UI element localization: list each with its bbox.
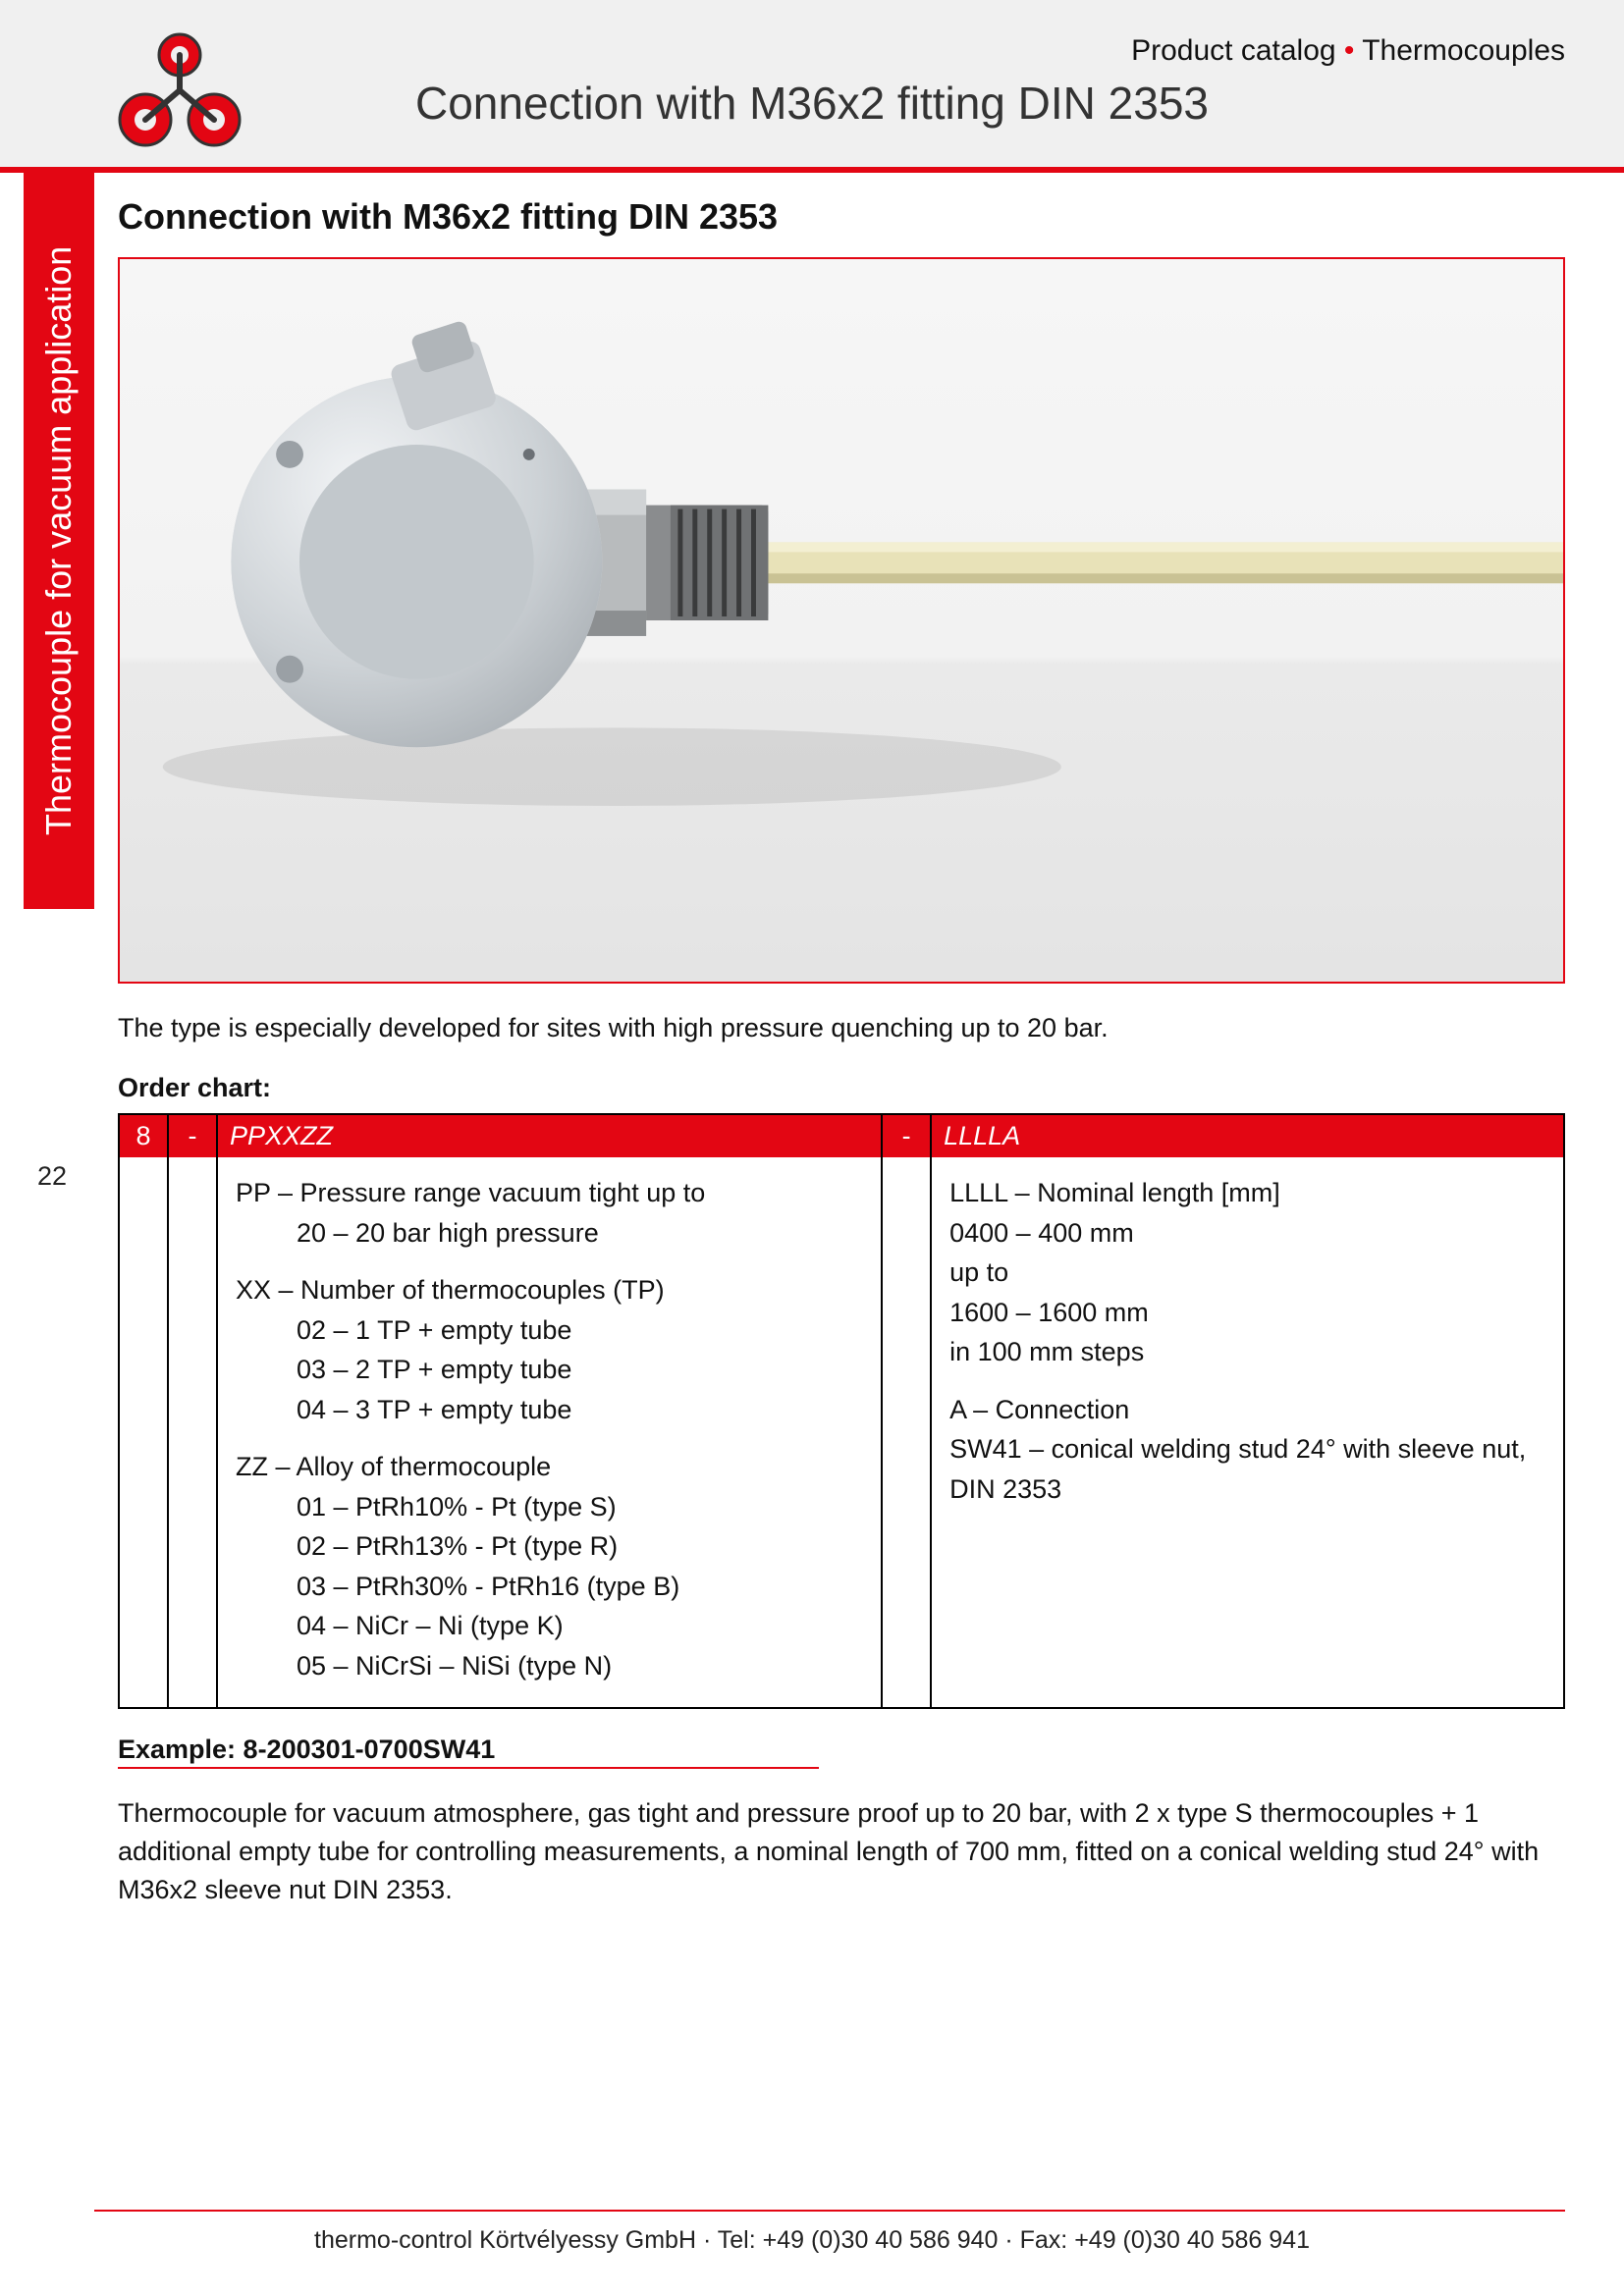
- page-title: Connection with M36x2 fitting DIN 2353: [0, 77, 1624, 130]
- breadcrumb-left: Product catalog: [1131, 34, 1335, 67]
- breadcrumb: Product catalog • Thermocouples: [1131, 34, 1565, 68]
- col-header: LLLLA: [931, 1114, 1564, 1157]
- zz-head: ZZ – Alloy of thermocouple: [236, 1447, 863, 1487]
- llll-line: 1600 – 1600 mm: [949, 1293, 1545, 1333]
- footer-divider: [94, 2210, 1565, 2212]
- table-header-row: 8 - PPXXZZ - LLLLA: [119, 1114, 1564, 1157]
- col-header: 8: [119, 1114, 168, 1157]
- table-cell-left: PP – Pressure range vacuum tight up to 2…: [217, 1157, 882, 1708]
- page-header: Product catalog • Thermocouples Connecti…: [0, 0, 1624, 167]
- table-cell: [882, 1157, 931, 1708]
- xx-line: 04 – 3 TP + empty tube: [236, 1390, 863, 1430]
- llll-line: in 100 mm steps: [949, 1332, 1545, 1372]
- llll-line: up to: [949, 1253, 1545, 1293]
- order-chart-table: 8 - PPXXZZ - LLLLA PP – Pressure range v…: [118, 1113, 1565, 1709]
- header-divider: [0, 167, 1624, 173]
- pp-line: 20 – 20 bar high pressure: [236, 1213, 863, 1254]
- zz-line: 03 – PtRh30% - PtRh16 (type B): [236, 1567, 863, 1607]
- footer-text: thermo-control Körtvélyessy GmbH · Tel: …: [0, 2226, 1624, 2255]
- a-head: A – Connection: [949, 1390, 1545, 1430]
- col-header: -: [168, 1114, 217, 1157]
- breadcrumb-right: Thermocouples: [1362, 34, 1565, 67]
- zz-line: 02 – PtRh13% - Pt (type R): [236, 1526, 863, 1567]
- xx-line: 03 – 2 TP + empty tube: [236, 1350, 863, 1390]
- page-number: 22: [37, 1161, 67, 1192]
- xx-head: XX – Number of thermocouples (TP): [236, 1270, 863, 1310]
- product-figure: [118, 257, 1565, 984]
- side-tab: Thermocouple for vacuum application: [24, 173, 94, 909]
- zz-line: 01 – PtRh10% - Pt (type S): [236, 1487, 863, 1527]
- table-cell: [119, 1157, 168, 1708]
- col-header: PPXXZZ: [217, 1114, 882, 1157]
- order-chart-label: Order chart:: [118, 1073, 1565, 1103]
- example-description: Thermocouple for vacuum atmosphere, gas …: [118, 1794, 1565, 1909]
- xx-line: 02 – 1 TP + empty tube: [236, 1310, 863, 1351]
- llll-line: 0400 – 400 mm: [949, 1213, 1545, 1254]
- content-area: Connection with M36x2 fitting DIN 2353: [118, 196, 1565, 1909]
- example-label: Example: 8-200301-0700SW41: [118, 1735, 819, 1769]
- pp-head: PP – Pressure range vacuum tight up to: [236, 1173, 863, 1213]
- col-header: -: [882, 1114, 931, 1157]
- table-cell-right: LLLL – Nominal length [mm] 0400 – 400 mm…: [931, 1157, 1564, 1708]
- breadcrumb-separator: •: [1344, 34, 1355, 67]
- intro-text: The type is especially developed for sit…: [118, 1013, 1565, 1043]
- llll-head: LLLL – Nominal length [mm]: [949, 1173, 1545, 1213]
- thermocouple-illustration-icon: [120, 259, 1563, 982]
- zz-line: 05 – NiCrSi – NiSi (type N): [236, 1646, 863, 1686]
- section-title: Connection with M36x2 fitting DIN 2353: [118, 196, 1565, 238]
- table-cell: [168, 1157, 217, 1708]
- a-sw41: SW41 – conical welding stud 24° with sle…: [949, 1429, 1545, 1509]
- table-body-row: PP – Pressure range vacuum tight up to 2…: [119, 1157, 1564, 1708]
- zz-line: 04 – NiCr – Ni (type K): [236, 1606, 863, 1646]
